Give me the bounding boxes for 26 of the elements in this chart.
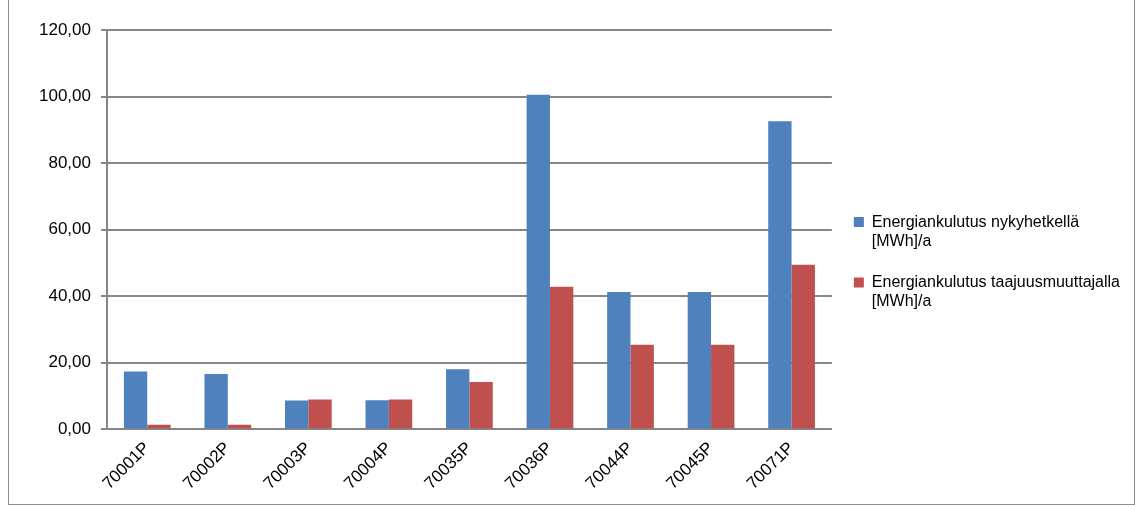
bar xyxy=(284,400,309,429)
bar xyxy=(630,344,654,429)
legend-label: Energiankulutus taajuusmuuttajalla [MWh]/a xyxy=(871,272,1121,310)
bar xyxy=(469,381,493,429)
bar xyxy=(123,371,148,429)
bar xyxy=(446,369,470,429)
bar xyxy=(791,264,815,429)
y-tick-label: 80,00 xyxy=(48,152,91,172)
bar xyxy=(549,286,574,429)
bar xyxy=(365,400,389,429)
y-tick-label: 0,00 xyxy=(57,418,91,438)
bar xyxy=(711,344,735,429)
y-tick-label: 20,00 xyxy=(48,352,91,372)
bar xyxy=(687,292,712,429)
y-tick-label: 100,00 xyxy=(39,86,91,106)
bar xyxy=(607,292,631,429)
y-tick-label: 40,00 xyxy=(48,285,91,305)
bar xyxy=(768,121,792,429)
bar xyxy=(308,399,332,429)
y-tick-label: 60,00 xyxy=(48,219,91,239)
bar xyxy=(147,424,171,429)
bar xyxy=(388,399,413,429)
bar xyxy=(204,373,228,429)
y-tick-label: 120,00 xyxy=(39,19,91,39)
legend-label: Energiankulutus nykyhetkellä [MWh]/a xyxy=(871,212,1080,249)
bar xyxy=(526,94,550,429)
